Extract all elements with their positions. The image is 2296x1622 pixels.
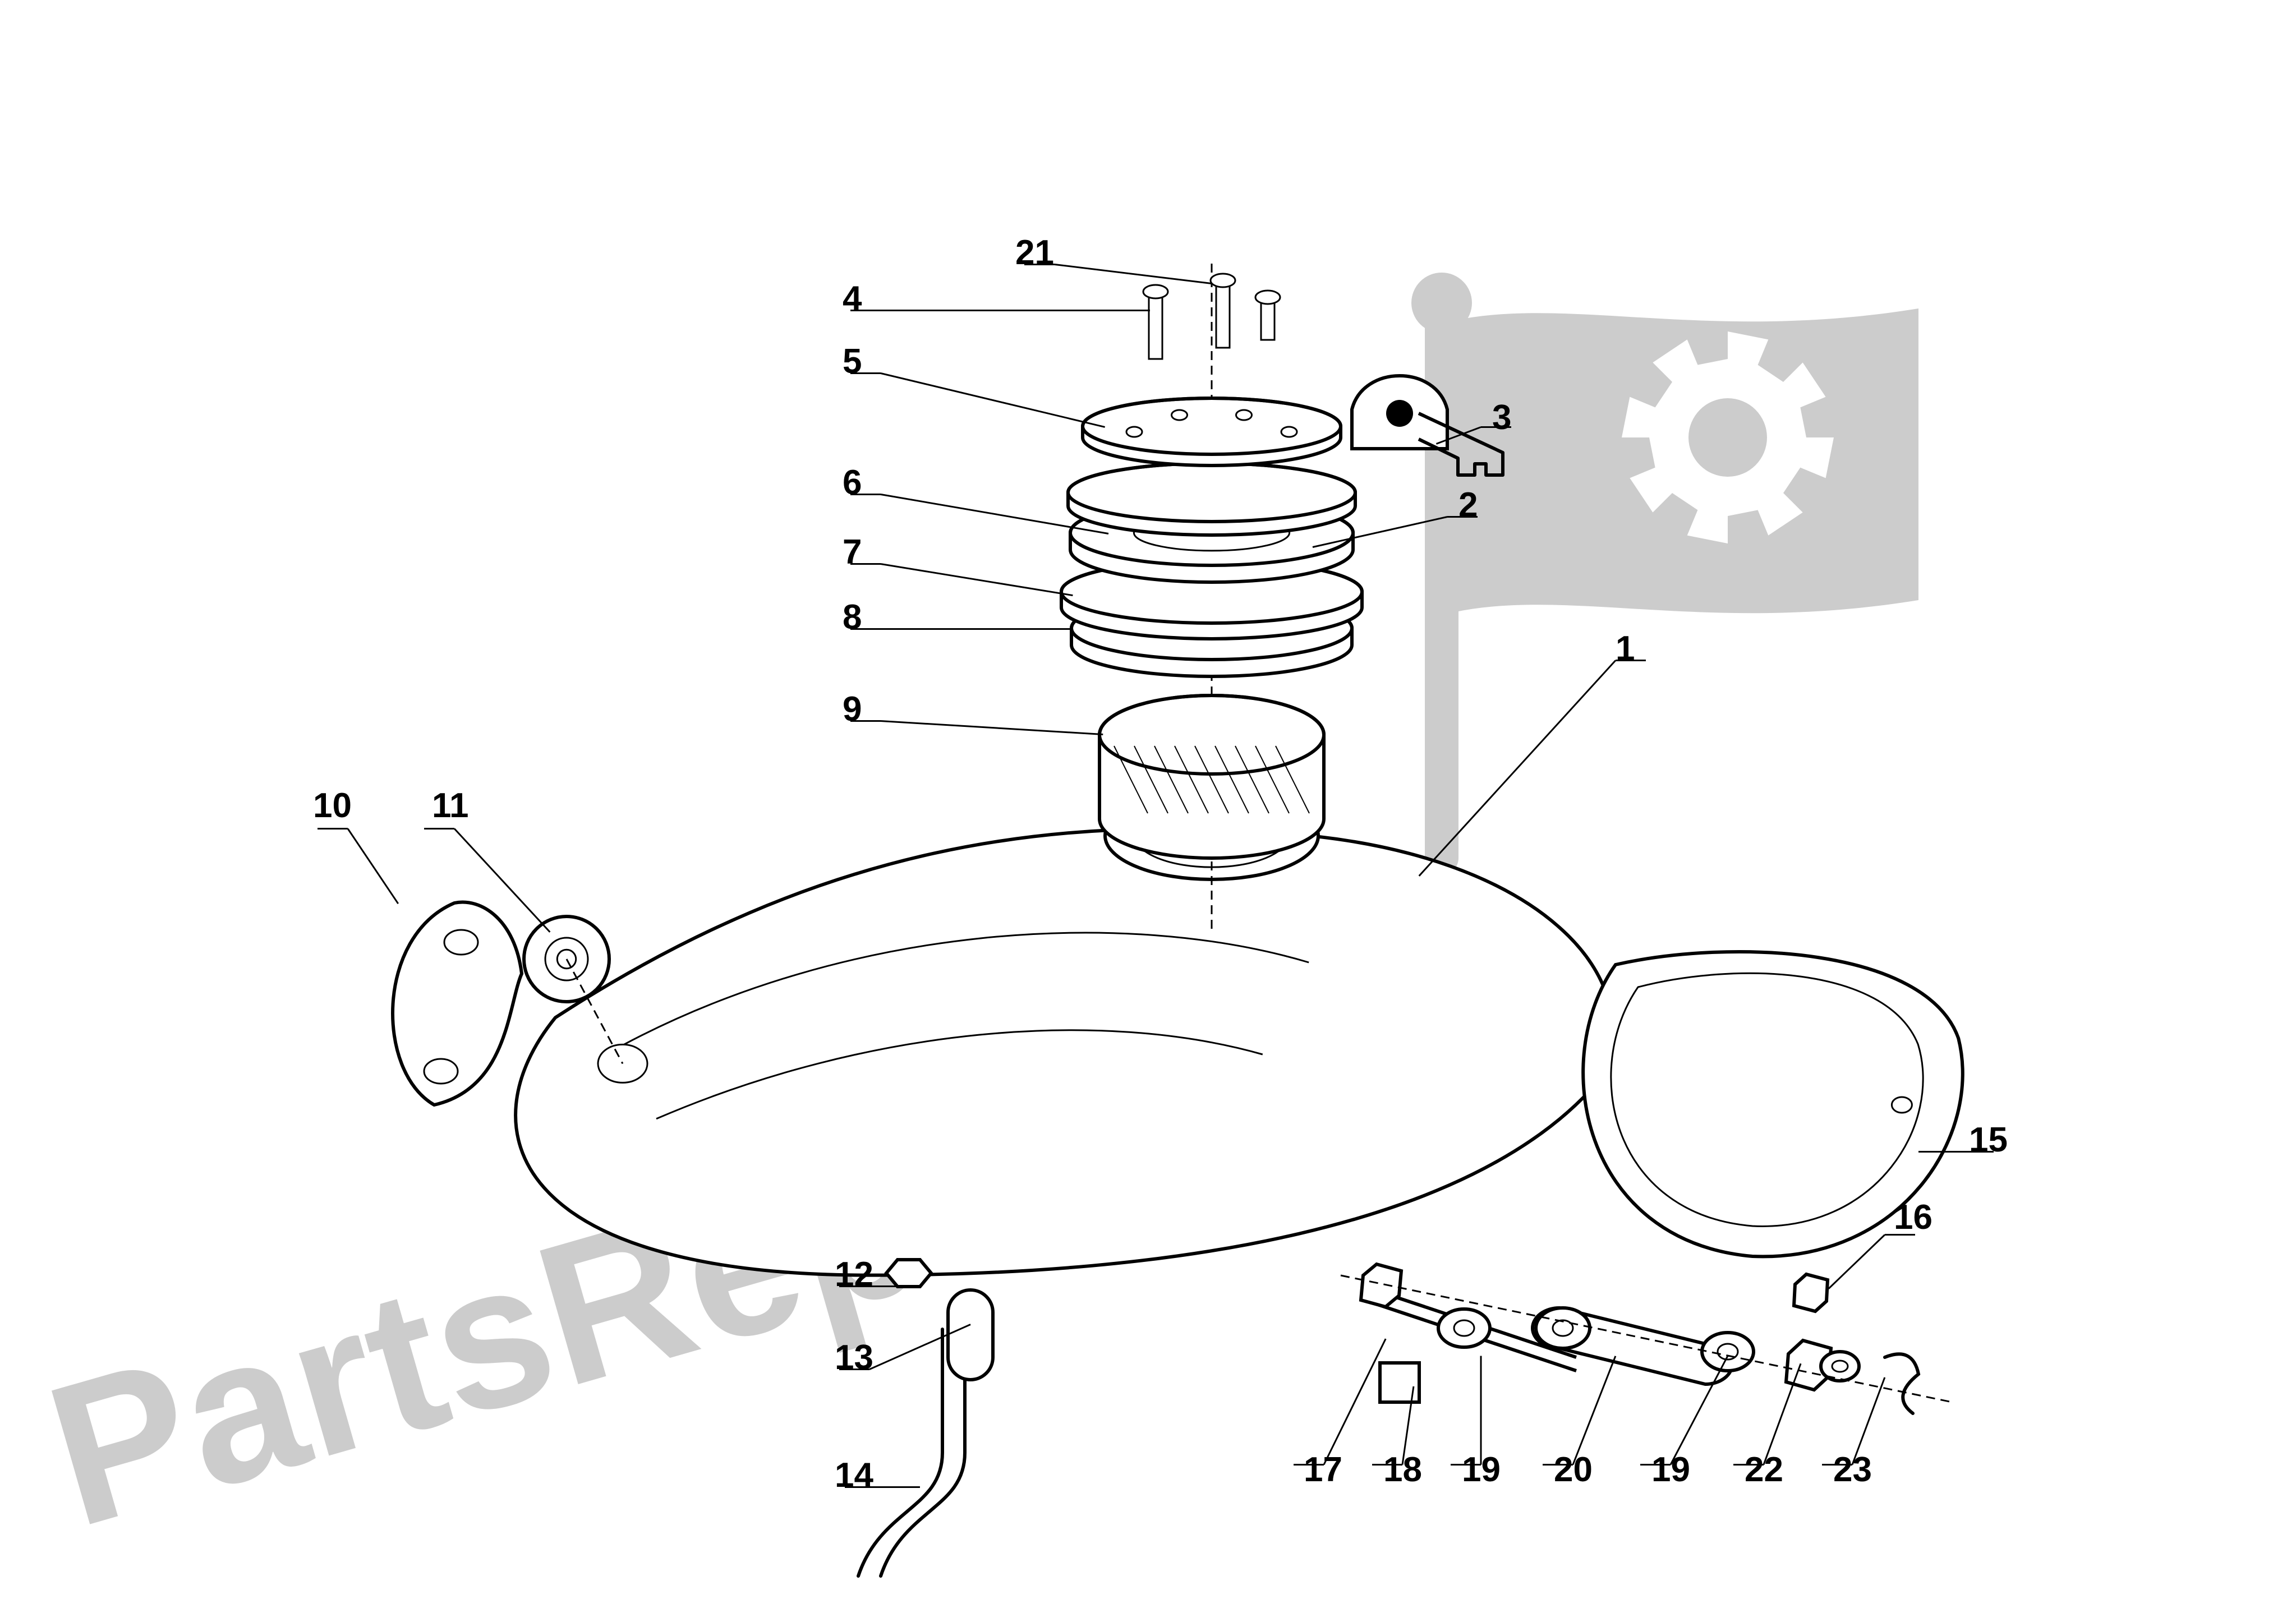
callout-number-23: 23 <box>1833 1450 1872 1490</box>
callout-number-10: 10 <box>313 786 352 826</box>
callout-number-9: 9 <box>843 689 862 729</box>
callout-number-21: 21 <box>1015 233 1054 273</box>
callout-leader <box>1480 1356 1482 1465</box>
callout-number-4: 4 <box>843 279 862 319</box>
callout-tick <box>424 828 454 830</box>
callout-number-20: 20 <box>1554 1450 1593 1490</box>
callout-leader <box>881 310 1150 311</box>
callout-number-16: 16 <box>1894 1197 1932 1237</box>
callout-number-18: 18 <box>1383 1450 1422 1490</box>
callout-number-1: 1 <box>1616 629 1635 669</box>
callout-number-3: 3 <box>1492 398 1511 437</box>
callout-number-22: 22 <box>1745 1450 1783 1490</box>
callout-number-14: 14 <box>835 1455 873 1495</box>
callout-number-17: 17 <box>1304 1450 1342 1490</box>
callout-number-5: 5 <box>843 342 862 381</box>
callout-leader <box>875 1486 920 1488</box>
callout-number-8: 8 <box>843 597 862 637</box>
callout-number-13: 13 <box>835 1338 873 1377</box>
callout-tick <box>318 828 348 830</box>
callout-number-11: 11 <box>432 786 469 826</box>
callout-number-6: 6 <box>843 463 862 503</box>
callout-number-12: 12 <box>835 1255 873 1294</box>
callout-number-19: 19 <box>1651 1450 1690 1490</box>
callout-leader <box>869 1285 909 1287</box>
callout-number-2: 2 <box>1458 485 1478 525</box>
callout-number-15: 15 <box>1969 1120 2008 1160</box>
callout-leader <box>1918 1151 1963 1153</box>
callout-leader <box>881 628 1073 630</box>
callout-number-19: 19 <box>1462 1450 1501 1490</box>
callout-number-7: 7 <box>843 532 862 572</box>
